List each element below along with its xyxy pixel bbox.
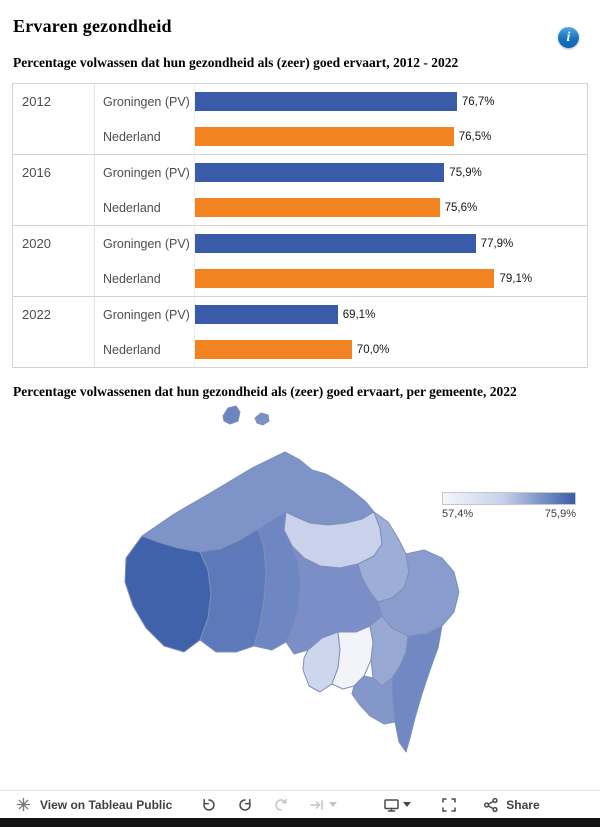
series-label: Nederland — [103, 271, 161, 286]
series-label: Groningen (PV) — [103, 307, 190, 322]
choropleth-map — [124, 405, 460, 753]
redo-button[interactable] — [236, 796, 254, 814]
device-preview-button[interactable] — [382, 796, 400, 814]
chart-year-group: 2012 Groningen (PV) 76,7% Nederland 76,5… — [13, 84, 587, 155]
chart-year-group: 2020 Groningen (PV) 77,9% Nederland 79,1… — [13, 226, 587, 297]
series-label: Groningen (PV) — [103, 94, 190, 109]
bar-value-label: 69,1% — [342, 308, 376, 321]
bar-groningen-2012[interactable] — [195, 92, 457, 111]
bar-nederland-2016[interactable] — [195, 198, 440, 217]
bottom-black-strip — [0, 818, 600, 827]
bar-value-label: 76,7% — [461, 95, 495, 108]
map-island-b[interactable] — [254, 412, 270, 426]
tableau-toolbar: View on Tableau Public Share — [0, 790, 600, 818]
bar-value-label: 77,9% — [480, 237, 514, 250]
bar-groningen-2016[interactable] — [195, 163, 445, 182]
year-label: 2012 — [13, 84, 95, 154]
bar-value-label: 70,0% — [356, 343, 390, 356]
year-label: 2020 — [13, 226, 95, 296]
map-region-tail[interactable] — [391, 625, 443, 753]
share-button[interactable]: Share — [482, 796, 540, 814]
replay-button[interactable] — [272, 796, 290, 814]
tableau-logo-icon — [14, 796, 32, 814]
bar-chart-table: 2012 Groningen (PV) 76,7% Nederland 76,5… — [12, 83, 588, 368]
chart-row: Nederland 70,0% — [95, 332, 587, 367]
year-label: 2016 — [13, 155, 95, 225]
chart-title: Percentage volwassen dat hun gezondheid … — [13, 55, 459, 70]
color-legend: 57,4% 75,9% — [442, 492, 576, 520]
map-region-south-band[interactable] — [351, 675, 396, 725]
map-title: Percentage volwassenen dat hun gezondhei… — [13, 384, 517, 399]
bar-value-label: 76,5% — [458, 130, 492, 143]
bar-value-label: 79,1% — [499, 272, 533, 285]
series-label: Nederland — [103, 200, 161, 215]
bar-value-label: 75,6% — [444, 201, 478, 214]
view-on-tableau-public-label: View on Tableau Public — [40, 797, 173, 812]
map-section: Percentage volwassenen dat hun gezondhei… — [0, 384, 600, 762]
chart-year-group: 2022 Groningen (PV) 69,1% Nederland 70,0… — [13, 297, 587, 367]
view-on-tableau-public-link[interactable]: View on Tableau Public — [14, 796, 172, 814]
share-label: Share — [506, 797, 540, 812]
series-label: Nederland — [103, 129, 161, 144]
bar-nederland-2020[interactable] — [195, 269, 495, 288]
skip-button[interactable] — [308, 796, 326, 814]
undo-button[interactable] — [200, 796, 218, 814]
series-label: Groningen (PV) — [103, 165, 190, 180]
share-icon — [482, 796, 500, 814]
chart-row: Groningen (PV) 77,9% — [95, 226, 587, 261]
bar-value-label: 75,9% — [449, 166, 482, 179]
bar-nederland-2012[interactable] — [195, 127, 454, 146]
bar-groningen-2022[interactable] — [195, 305, 338, 324]
chart-row: Groningen (PV) 76,7% — [95, 84, 587, 119]
series-label: Nederland — [103, 342, 161, 357]
chart-row: Nederland 76,5% — [95, 119, 587, 154]
bar-groningen-2020[interactable] — [195, 234, 476, 253]
bar-nederland-2022[interactable] — [195, 340, 352, 359]
year-label: 2022 — [13, 297, 95, 367]
legend-min-label: 57,4% — [442, 508, 474, 520]
chart-row: Nederland 79,1% — [95, 261, 587, 296]
speed-caret-icon[interactable] — [328, 796, 338, 814]
map-region-west-dark[interactable] — [124, 535, 212, 653]
fullscreen-button[interactable] — [440, 796, 458, 814]
device-caret-icon[interactable] — [402, 796, 412, 814]
chart-year-group: 2016 Groningen (PV) 75,9% Nederland 75,6… — [13, 155, 587, 226]
chart-row: Groningen (PV) 75,9% — [95, 155, 587, 190]
legend-gradient-bar — [442, 492, 576, 505]
page-title: Ervaren gezondheid — [13, 16, 172, 36]
series-label: Groningen (PV) — [103, 236, 190, 251]
info-icon[interactable]: i — [558, 27, 579, 48]
chart-row: Groningen (PV) 69,1% — [95, 297, 587, 332]
chart-row: Nederland 75,6% — [95, 190, 587, 225]
map-island-a[interactable] — [222, 405, 241, 425]
legend-max-label: 75,9% — [544, 508, 576, 520]
